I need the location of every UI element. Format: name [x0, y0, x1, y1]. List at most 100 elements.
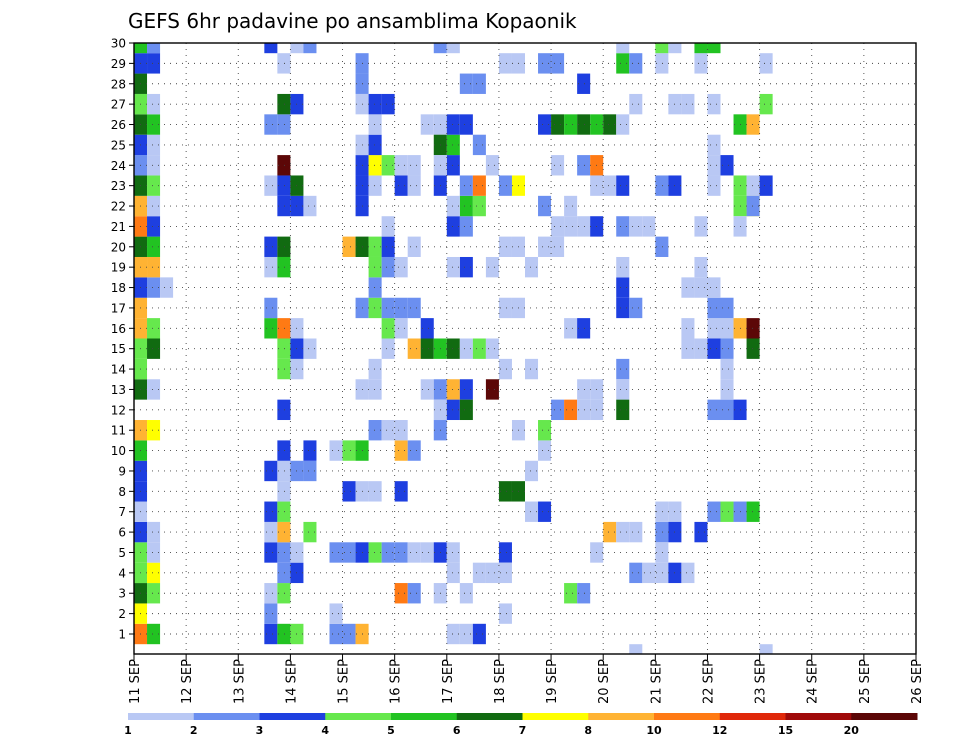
heatmap-cell [525, 256, 539, 278]
heatmap-cell [459, 175, 473, 196]
heatmap-cell [459, 623, 473, 645]
heatmap-cell [681, 93, 695, 115]
heatmap-cell [564, 114, 578, 135]
heatmap-cell [629, 53, 643, 74]
heatmap-cell [446, 195, 460, 217]
heatmap-cell [368, 175, 382, 196]
legend-label: 2 [190, 724, 198, 737]
heatmap-cell [694, 338, 708, 359]
heatmap-cell [277, 175, 291, 196]
heatmap-cell [525, 358, 539, 380]
heatmap-cell [329, 623, 343, 645]
heatmap-cell [394, 256, 408, 278]
heatmap-cell [147, 338, 161, 359]
heatmap-cell [446, 399, 460, 421]
x-tick-label: 24 SEP [806, 659, 821, 704]
legend-swatch [325, 713, 392, 720]
x-tick-label: 21 SEP [649, 659, 664, 704]
x-tick-label: 15 SEP [337, 659, 352, 704]
heatmap-cell [446, 43, 460, 54]
heatmap-cell [668, 43, 682, 54]
heatmap-cell [147, 236, 161, 257]
heatmap-cell [459, 399, 473, 421]
heatmap-cell [446, 256, 460, 278]
heatmap-cell [446, 155, 460, 176]
heatmap-cell [459, 216, 473, 237]
heatmap-cell [277, 501, 291, 522]
heatmap-cell [577, 216, 591, 237]
heatmap-cell [407, 338, 421, 359]
heatmap-cell [277, 114, 291, 135]
heatmap-cell [277, 399, 291, 421]
y-tick-label: 3 [118, 587, 126, 601]
heatmap-cell [277, 256, 291, 278]
heatmap-cell [407, 297, 421, 319]
heatmap-cell [525, 460, 539, 482]
heatmap-cell [707, 501, 721, 522]
heatmap-cell [746, 175, 760, 196]
heatmap-cell [446, 379, 460, 400]
heatmap-cell [498, 542, 512, 563]
x-tick-label: 16 SEP [389, 659, 404, 704]
heatmap-cell [629, 562, 643, 584]
heatmap-cell [433, 43, 447, 54]
heatmap-cell [629, 93, 643, 115]
heatmap-cell [746, 318, 760, 339]
heatmap-cell [629, 644, 643, 654]
heatmap-cell [720, 297, 734, 319]
y-tick-label: 16 [111, 322, 126, 336]
heatmap-cell [381, 93, 395, 115]
heatmap-cell [264, 114, 278, 135]
heatmap-cell [277, 155, 291, 176]
legend-label: 1 [124, 724, 132, 737]
y-tick-label: 27 [111, 98, 126, 112]
heatmap-cell [577, 114, 591, 135]
heatmap-cell [147, 623, 161, 645]
heatmap-cell [277, 93, 291, 115]
heatmap-cell [485, 256, 499, 278]
heatmap-cells [134, 43, 773, 654]
heatmap-cell [368, 358, 382, 380]
y-tick-label: 13 [111, 383, 126, 397]
heatmap-cell [720, 318, 734, 339]
x-tick-label: 14 SEP [284, 659, 299, 704]
heatmap-cell [642, 216, 656, 237]
heatmap-cell [394, 420, 408, 441]
heatmap-cell [616, 358, 630, 380]
heatmap-cell [420, 379, 434, 400]
y-tick-label: 30 [111, 37, 126, 51]
legend-label: 5 [387, 724, 395, 737]
heatmap-cell [472, 338, 486, 359]
heatmap-cell [381, 338, 395, 359]
heatmap-cell [147, 155, 161, 176]
heatmap-cell [616, 53, 630, 74]
heatmap-cell [264, 175, 278, 196]
heatmap-cell [472, 195, 486, 217]
heatmap-cell [694, 256, 708, 278]
grid-lines [134, 42, 916, 654]
legend-swatch [654, 713, 721, 720]
heatmap-cell [720, 379, 734, 400]
heatmap-cell [551, 114, 565, 135]
heatmap-cell [277, 583, 291, 604]
heatmap-cell [459, 256, 473, 278]
y-tick-label: 19 [111, 261, 126, 275]
heatmap-cell [655, 236, 669, 257]
heatmap-cell [303, 195, 317, 217]
heatmap-cell [498, 175, 512, 196]
y-tick-label: 9 [118, 464, 126, 478]
heatmap-cell [564, 216, 578, 237]
x-tick-label: 26 SEP [910, 659, 925, 704]
heatmap-cell [472, 175, 486, 196]
y-axis: 1234567891011121314151617181920212223242… [111, 37, 134, 642]
heatmap-cell [459, 195, 473, 217]
y-tick-label: 17 [111, 301, 126, 315]
heatmap-cell [707, 155, 721, 176]
heatmap-cell [147, 562, 161, 584]
y-tick-label: 15 [111, 342, 126, 356]
heatmap-cell [720, 501, 734, 522]
heatmap-cell [420, 318, 434, 339]
heatmap-cell [498, 53, 512, 74]
heatmap-cell [381, 318, 395, 339]
